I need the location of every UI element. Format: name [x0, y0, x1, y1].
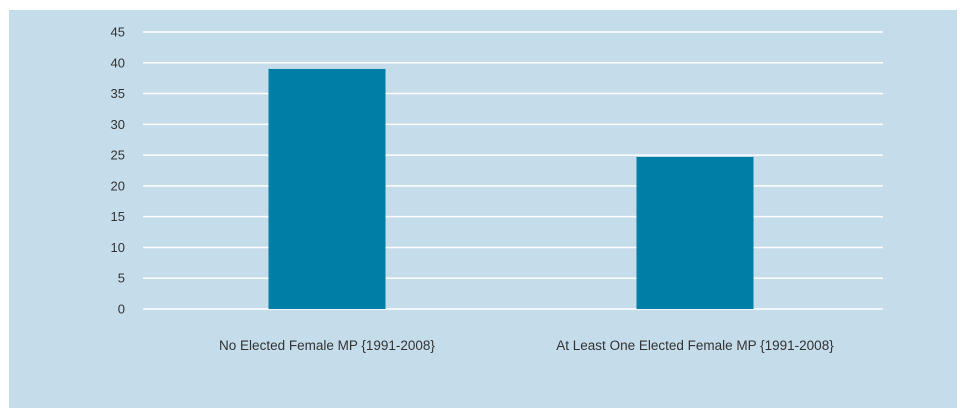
y-tick-label: 45: [111, 25, 125, 40]
x-category-label-2: At Least One Elected Female MP {1991-200…: [556, 338, 834, 353]
chart-panel: 0 5 10 15 20 25 30 35 40 45 No Elected Female MP …: [9, 10, 957, 408]
y-tick-label: 15: [111, 209, 125, 224]
y-tick-label: 40: [111, 55, 125, 70]
x-category-label-1: No Elected Female MP {1991-2008}: [219, 338, 435, 353]
y-tick-label: 10: [111, 240, 125, 255]
chart-background: [9, 10, 957, 408]
x-axis-category-labels: No Elected Female MP {1991-2008} At Least…: [219, 338, 834, 353]
y-axis-ticks: 0 5 10 15 20 25 30 35 40 45: [111, 25, 125, 317]
bars: [268, 68, 754, 309]
y-tick-label: 25: [111, 148, 125, 163]
bar-2: [636, 156, 754, 309]
gridlines: [143, 31, 883, 310]
y-tick-label: 35: [111, 86, 125, 101]
bar-1: [268, 68, 386, 309]
y-tick-label: 30: [111, 117, 125, 132]
y-tick-label: 5: [118, 271, 125, 286]
y-tick-label: 20: [111, 178, 125, 193]
bar-chart: 0 5 10 15 20 25 30 35 40 45 No Elected Female MP …: [9, 10, 957, 408]
y-tick-label: 0: [118, 302, 125, 317]
